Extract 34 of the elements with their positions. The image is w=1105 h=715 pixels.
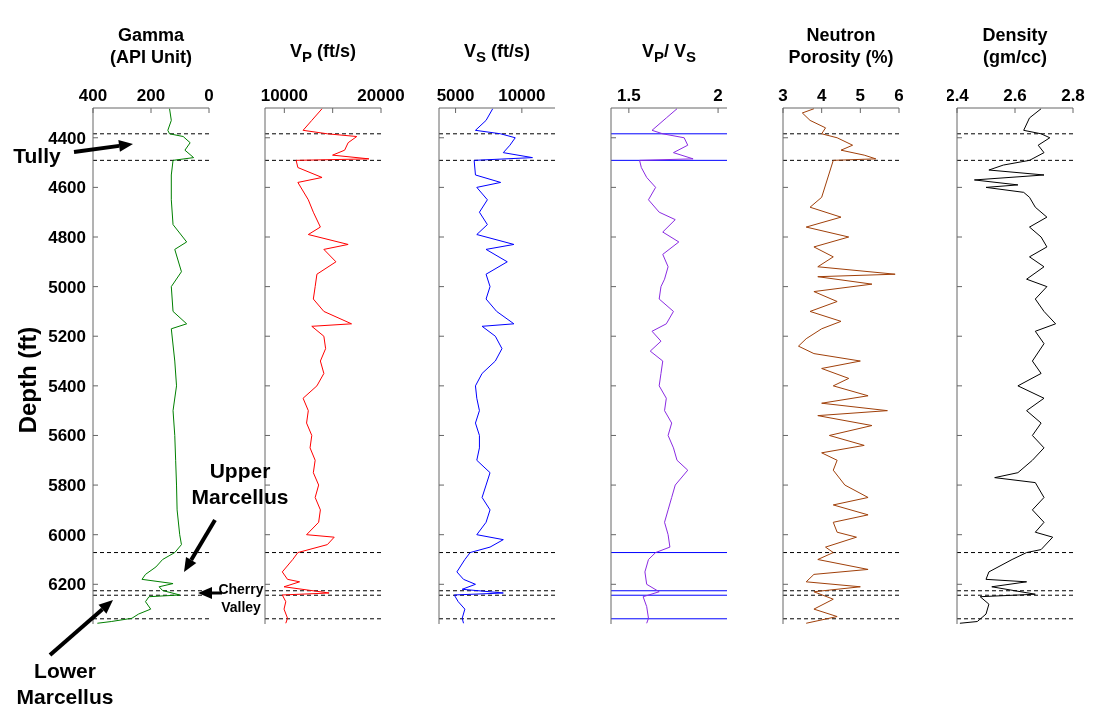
x-tick-label: 1.5 <box>617 86 641 105</box>
annotation: Upper Marcellus <box>190 458 290 510</box>
chart-title: Neutron Porosity (%) <box>788 24 894 68</box>
y-tick-label: 5800 <box>48 476 86 496</box>
y-tick-label: 5600 <box>48 426 86 446</box>
y-tick-label: 4800 <box>48 228 86 248</box>
x-tick-label: 10000 <box>498 86 546 105</box>
chart-title: V$_{P}$/ V$_{S}$ <box>641 40 697 67</box>
x-tick-label: 3 <box>778 86 788 105</box>
y-axis-title: Depth (ft) <box>13 325 42 436</box>
x-tick-label: 5 <box>855 86 866 105</box>
x-tick-label: 2.6 <box>1003 86 1027 105</box>
text: Lower Marcellus <box>15 658 115 710</box>
x-tick-label: 2 <box>713 86 723 105</box>
x-tick-label: 200 <box>136 86 166 105</box>
x-tick-label: 20000 <box>357 86 405 105</box>
x-tick-label: 6 <box>894 86 904 105</box>
x-tick-label: 4 <box>816 86 827 105</box>
y-tick-label: 5200 <box>48 327 86 347</box>
text: Cherry Valley <box>217 580 265 616</box>
chart-title: V$_{P}$ (ft/s) <box>289 40 357 67</box>
y-tick-label: 4600 <box>48 178 86 198</box>
chart-title: Gamma (API Unit) <box>109 24 193 68</box>
y-tick-label: 5000 <box>48 277 86 297</box>
x-tick-label: 5000 <box>436 86 475 105</box>
chart-title: V$_{S}$ (ft/s) <box>463 40 531 67</box>
x-tick-label: 400 <box>78 86 108 105</box>
x-tick-label: 10000 <box>260 86 308 105</box>
y-tick-label: 5400 <box>48 376 86 396</box>
x-tick-label: 0 <box>204 86 214 105</box>
y-tick-label: 6200 <box>48 575 86 595</box>
y-tick-label: 6000 <box>48 525 86 545</box>
chart-title: Density (gm/cc) <box>981 24 1049 68</box>
x-tick-label: 2.8 <box>1061 86 1085 105</box>
